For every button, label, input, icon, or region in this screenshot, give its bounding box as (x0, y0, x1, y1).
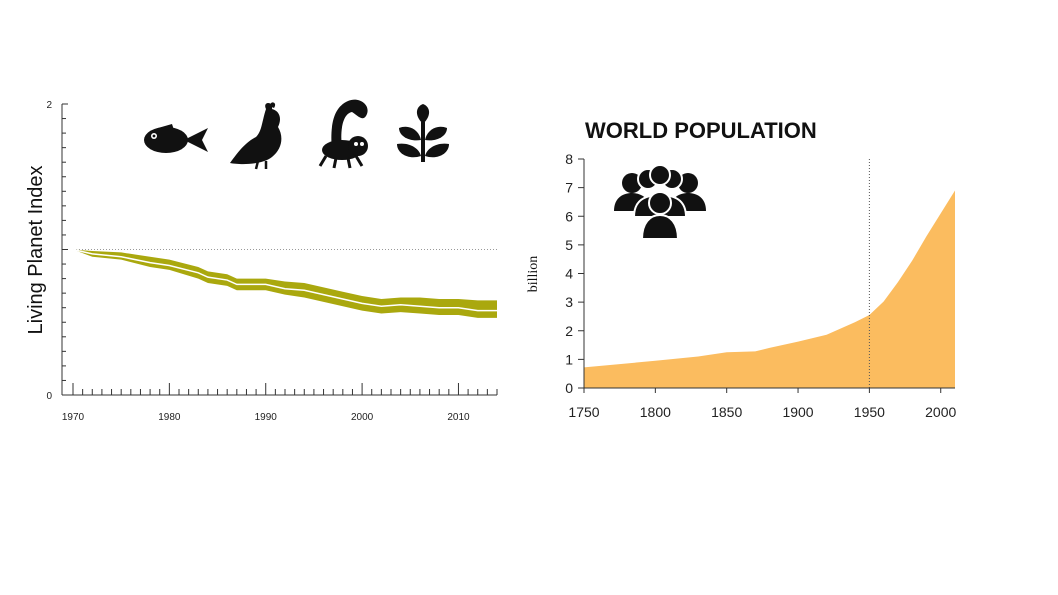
population-x-tick-label: 1800 (640, 404, 671, 420)
population-y-tick-label: 3 (565, 294, 573, 310)
population-x-tick-label: 1750 (568, 404, 599, 420)
population-y-tick-label: 2 (565, 323, 573, 339)
quail-icon (230, 102, 282, 170)
chart-title: WORLD POPULATION (585, 118, 817, 143)
population-y-axis-label: billion (526, 256, 541, 293)
lpi-y-tick-label: 0 (46, 391, 52, 402)
lpi-x-tick-label: 2010 (447, 412, 470, 423)
lpi-x-tick-label: 1990 (255, 412, 278, 423)
population-x-tick-label: 1950 (854, 404, 885, 420)
living-planet-index-chart: Living Planet Index (25, 99, 498, 423)
fish-icon (144, 124, 208, 153)
lpi-index-line (72, 248, 497, 312)
world-population-chart: WORLD POPULATION billion 1750 1800 1850 190… (526, 118, 957, 420)
population-x-tick-label: 1850 (711, 404, 742, 420)
crowd-icon (614, 164, 706, 240)
population-y-tick-label: 5 (565, 237, 573, 253)
lemur-icon (318, 99, 368, 169)
population-y-tick-label: 6 (565, 208, 573, 224)
lpi-x-ticks: 1970 1980 1990 2000 2010 (62, 412, 470, 423)
population-x-tick-label: 2000 (925, 404, 956, 420)
lpi-confidence-band (73, 249, 497, 318)
species-icons (144, 99, 449, 170)
lpi-x-tick-label: 1980 (158, 412, 181, 423)
lpi-x-tick-label: 1970 (62, 412, 85, 423)
population-y-tick-label: 7 (565, 180, 573, 196)
population-x-ticks: 1750 1800 1850 1900 1950 2000 (568, 388, 957, 420)
lpi-y-minor-ticks (62, 103, 68, 396)
population-y-ticks: 0 1 2 3 4 5 6 7 8 (565, 151, 584, 396)
population-y-tick-label: 8 (565, 151, 573, 167)
lpi-x-minor-ticks (72, 383, 498, 395)
lpi-x-tick-label: 2000 (351, 412, 374, 423)
population-x-tick-label: 1900 (782, 404, 813, 420)
population-area (584, 190, 955, 388)
lpi-y-axis-label: Living Planet Index (25, 165, 47, 334)
plant-icon (397, 104, 449, 162)
population-y-tick-label: 1 (565, 351, 573, 367)
lpi-y-ticks: 02 (46, 100, 52, 402)
population-y-tick-label: 0 (565, 380, 573, 396)
lpi-y-tick-label: 2 (46, 100, 52, 111)
population-y-tick-label: 4 (565, 266, 573, 282)
